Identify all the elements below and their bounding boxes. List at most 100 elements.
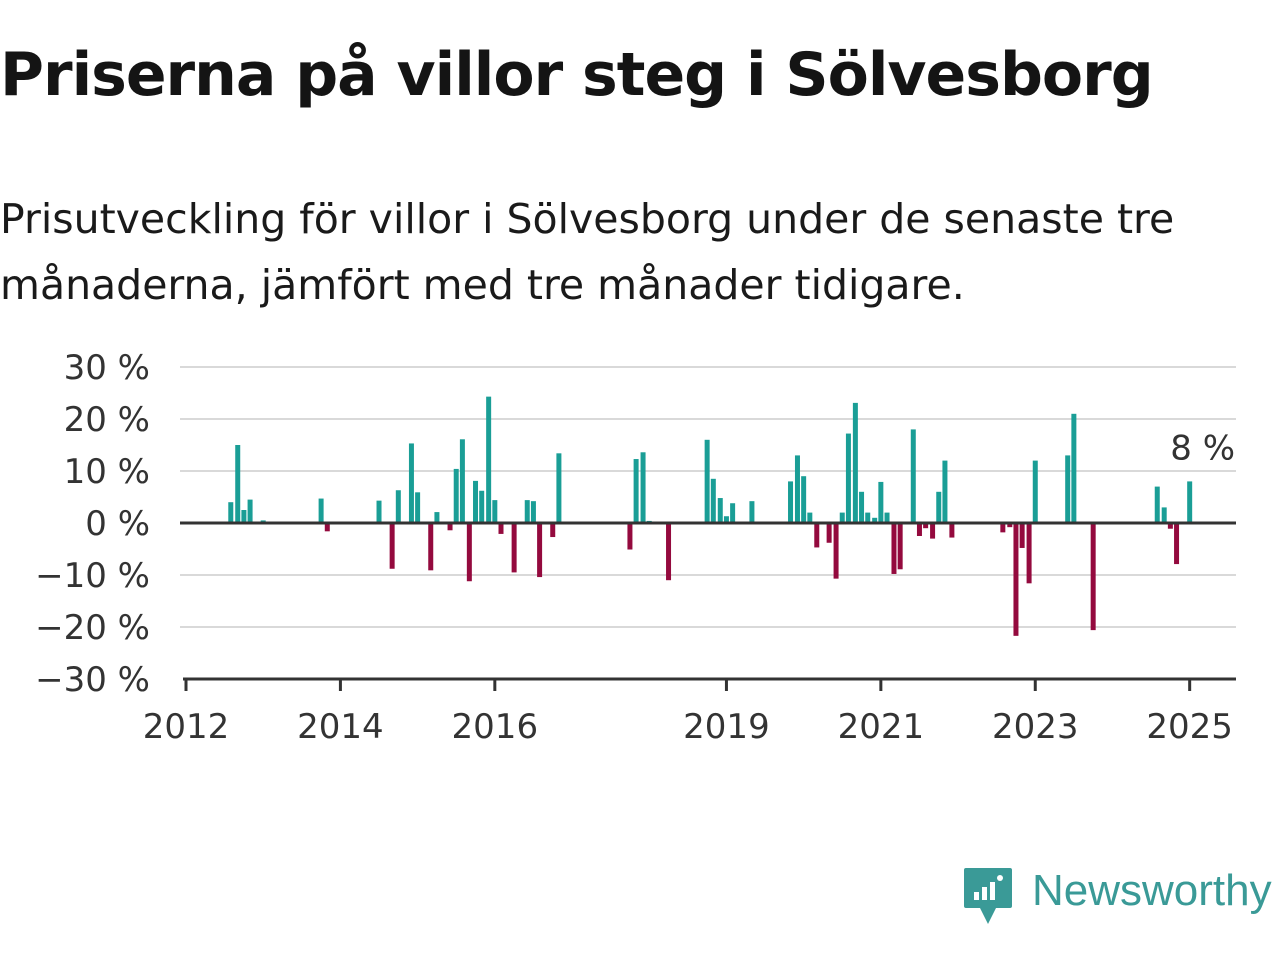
bar: [415, 492, 421, 523]
bar: [833, 523, 839, 579]
bar: [942, 460, 948, 523]
bar: [428, 523, 434, 571]
bar: [550, 523, 556, 538]
bar: [923, 523, 929, 529]
x-tick-label: 2014: [297, 707, 384, 747]
bar: [376, 500, 382, 523]
bar: [897, 523, 903, 570]
bar: [666, 523, 672, 581]
bar: [627, 523, 633, 550]
y-tick-label: −10 %: [35, 556, 150, 596]
y-tick-label: 30 %: [64, 348, 150, 388]
bar: [1013, 523, 1019, 636]
y-axis-labels: 30 % 20 % 10 % 0 % −10 % −20 % −30 %: [35, 348, 150, 700]
bar: [466, 523, 472, 582]
bars: [228, 396, 1193, 636]
bar: [1167, 523, 1173, 529]
bar: [389, 523, 395, 569]
bar: [910, 429, 916, 523]
bar: [498, 523, 504, 534]
bar: [1174, 523, 1180, 565]
bar: [852, 402, 858, 523]
newsworthy-logo-icon: [964, 868, 1012, 924]
bar: [859, 491, 865, 523]
bar: [473, 480, 479, 523]
bar: [878, 481, 884, 523]
y-tick-label: 0 %: [85, 504, 150, 544]
bar: [916, 523, 922, 536]
bar: [1090, 523, 1096, 631]
brand-name: Newsworthy: [1032, 866, 1272, 915]
bar: [524, 500, 530, 523]
bar: [807, 512, 813, 523]
bar: [537, 523, 543, 578]
bar: [704, 439, 710, 523]
chart-subtitle: Prisutveckling för villor i Sölvesborg u…: [0, 195, 1175, 309]
bar: [826, 523, 832, 543]
bar-chart: 30 %20 %10 %0 %−10 %−20 %−30 % 2012 2014 2…: [35, 348, 1236, 747]
annotation-label: 8 %: [1170, 428, 1235, 468]
chart-title: Priserna på villor steg i Sölvesborg: [0, 40, 1154, 110]
bar: [845, 433, 851, 523]
bar: [235, 445, 241, 523]
bar: [1187, 481, 1193, 523]
bar: [794, 455, 800, 523]
bar: [556, 453, 562, 523]
x-tick-label: 2023: [992, 707, 1079, 747]
bar: [247, 499, 253, 523]
x-tick-label: 2021: [838, 707, 925, 747]
bar: [801, 476, 807, 523]
bar: [318, 498, 324, 523]
bar: [479, 490, 485, 523]
bar: [723, 516, 729, 523]
x-tick-label: 2012: [143, 707, 230, 747]
y-tick-label: 10 %: [64, 452, 150, 492]
bar: [1154, 486, 1160, 523]
bar: [486, 396, 492, 523]
x-tick-label: 2025: [1146, 707, 1233, 747]
bar: [930, 523, 936, 539]
x-tick-label: 2016: [452, 707, 539, 747]
bar: [1071, 413, 1077, 523]
bar: [1019, 523, 1025, 548]
bar: [1032, 460, 1038, 523]
bar: [530, 501, 536, 523]
bar: [228, 502, 234, 523]
bar: [717, 498, 723, 523]
bar: [839, 512, 845, 523]
bar: [492, 500, 498, 523]
y-tick-label: 20 %: [64, 400, 150, 440]
bar: [884, 512, 890, 523]
bar: [395, 490, 401, 523]
x-tick-label: 2019: [683, 707, 770, 747]
bar: [749, 501, 755, 523]
bar: [1000, 523, 1006, 533]
bar: [710, 478, 716, 523]
bar: [453, 468, 459, 523]
bar: [324, 523, 330, 532]
bar: [241, 510, 247, 523]
bar: [891, 523, 897, 574]
bar: [949, 523, 955, 538]
y-tick-label: −20 %: [35, 608, 150, 648]
bar: [788, 481, 794, 523]
x-axis-ticks: 2012 2014 2016 2019 2021 2023 2025: [143, 679, 1233, 747]
bar: [408, 443, 414, 523]
bar: [459, 439, 465, 523]
bar: [1026, 523, 1032, 584]
bar: [814, 523, 820, 548]
bar: [434, 512, 440, 523]
bar: [1065, 455, 1071, 523]
bar: [447, 523, 453, 531]
bar: [511, 523, 517, 573]
newsworthy-logo[interactable]: Newsworthy: [962, 862, 1280, 932]
bar: [936, 491, 942, 523]
bar: [633, 459, 639, 523]
bar: [730, 503, 736, 523]
bar: [1161, 507, 1167, 523]
y-tick-label: −30 %: [35, 660, 150, 700]
bar: [865, 512, 871, 523]
bar: [1007, 523, 1013, 528]
bar: [640, 452, 646, 523]
bar: [872, 517, 878, 523]
